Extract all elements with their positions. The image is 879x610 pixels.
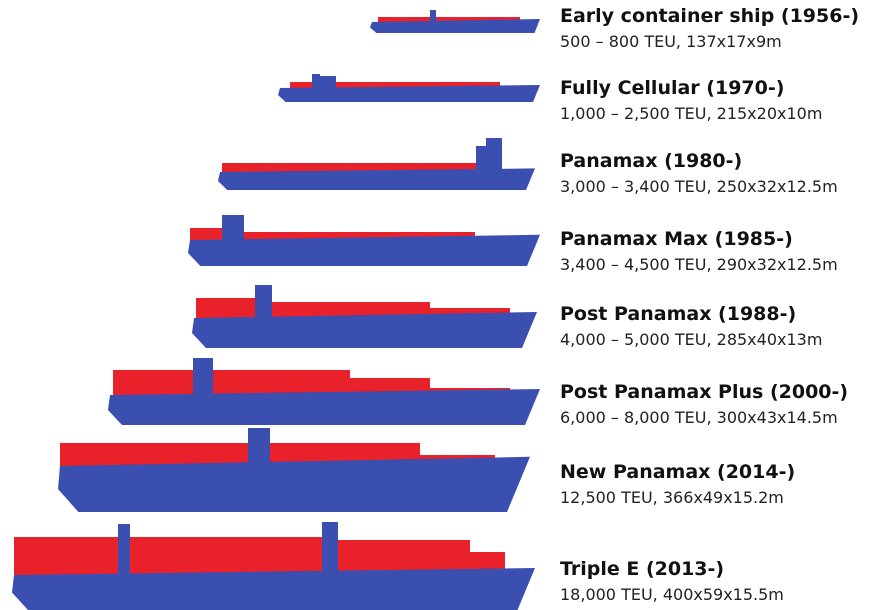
hull [188, 235, 540, 266]
superstructure [430, 10, 436, 22]
container-stack [196, 298, 255, 320]
ship-name: Fully Cellular (1970-) [560, 77, 784, 99]
ship-name: Panamax Max (1985-) [560, 228, 793, 250]
ship-name: Post Panamax Plus (2000-) [560, 381, 848, 403]
hull [58, 457, 530, 512]
superstructure [118, 524, 130, 578]
ship-name: Early container ship (1956-) [560, 5, 859, 27]
ship-size-diagram: Early container ship (1956-) 500 – 800 TE… [0, 0, 879, 610]
ship-name: New Panamax (2014-) [560, 461, 795, 483]
ship-spec: 6,000 – 8,000 TEU, 300x43x14.5m [560, 408, 838, 427]
ship-spec: 12,500 TEU, 366x49x15.2m [560, 488, 784, 507]
ship-spec: 3,000 – 3,400 TEU, 250x32x12.5m [560, 177, 838, 196]
hull [12, 568, 535, 610]
hull [108, 389, 540, 425]
container-stack [130, 537, 322, 577]
ship-spec: 4,000 – 5,000 TEU, 285x40x13m [560, 330, 822, 349]
ship-spec: 3,400 – 4,500 TEU, 290x32x12.5m [560, 255, 838, 274]
container-stack [113, 370, 193, 397]
ship-spec: 18,000 TEU, 400x59x15.5m [560, 585, 784, 604]
ship-name: Post Panamax (1988-) [560, 303, 796, 325]
container-stack [14, 537, 118, 577]
hull [218, 168, 535, 190]
ship-name: Panamax (1980-) [560, 150, 742, 172]
ship-spec: 500 – 800 TEU, 137x17x9m [560, 32, 782, 51]
ship-spec: 1,000 – 2,500 TEU, 215x20x10m [560, 104, 822, 123]
hull [192, 312, 537, 348]
superstructure [322, 522, 338, 578]
ship-name: Triple E (2013-) [560, 558, 724, 580]
